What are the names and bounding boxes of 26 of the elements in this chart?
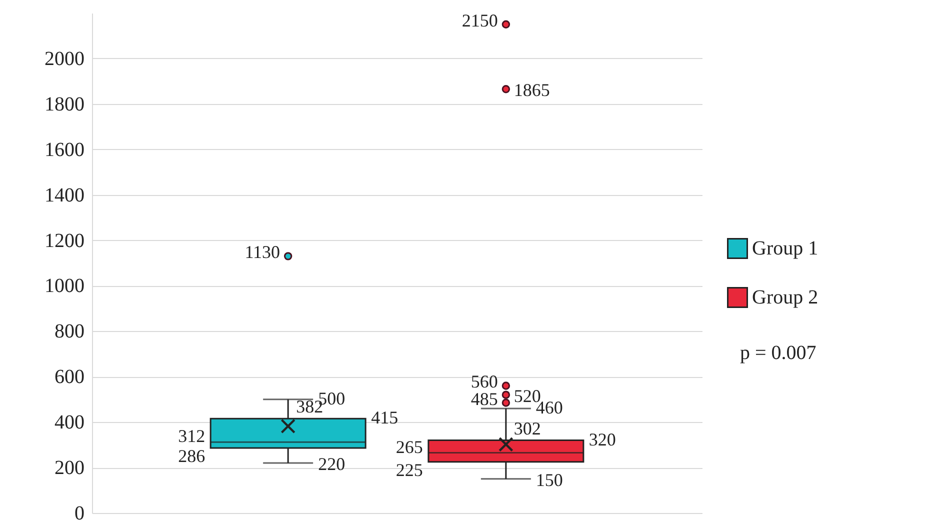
annotation: 286 — [178, 446, 206, 466]
y-tick-label: 1800 — [44, 93, 84, 116]
legend-label: Group 1 — [752, 238, 818, 260]
y-tick-label: 1600 — [44, 138, 84, 161]
y-tick-label: 600 — [54, 366, 84, 388]
y-tick-label: 400 — [54, 412, 84, 434]
annotation: 312 — [178, 426, 206, 446]
annotation: 225 — [396, 460, 423, 480]
legend-label: Group 2 — [752, 286, 818, 308]
y-tick-label: 2000 — [44, 48, 84, 70]
annotation: 150 — [536, 470, 563, 490]
y-tick-label: 0 — [74, 502, 84, 524]
annotation: 320 — [588, 429, 616, 450]
y-tick-label: 1400 — [44, 184, 84, 206]
annotation: 415 — [371, 408, 398, 428]
y-tick-label: 1000 — [44, 275, 84, 298]
text: p = 0.007 — [740, 342, 816, 365]
y-tick-label: 1200 — [44, 230, 84, 252]
annotation: 2150 — [462, 10, 498, 30]
annotation: 1865 — [514, 80, 550, 100]
annotation: 302 — [514, 418, 541, 438]
annotation: 220 — [318, 454, 346, 474]
annotation: 265 — [396, 436, 423, 457]
annotation: 1130 — [244, 242, 280, 262]
y-tick-label: 200 — [54, 457, 84, 480]
y-tick-label: 800 — [54, 320, 84, 343]
